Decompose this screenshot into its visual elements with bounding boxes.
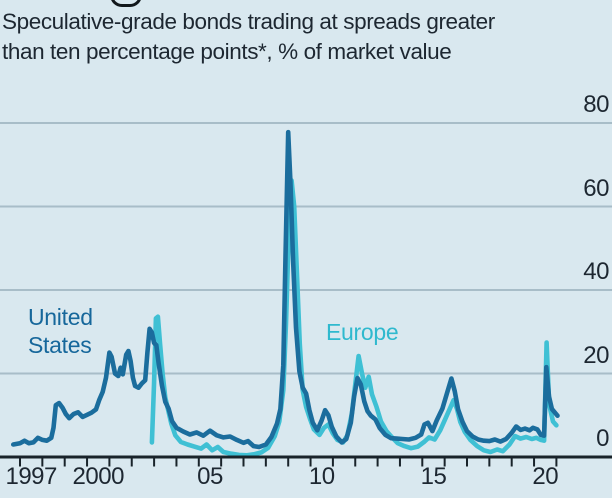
series-line-united-states bbox=[11, 129, 560, 450]
chart-subtitle-line1: Speculative-grade bonds trading at sprea… bbox=[2, 9, 495, 34]
chart-subtitle: Speculative-grade bonds trading at sprea… bbox=[2, 7, 495, 67]
chart-subtitle-line2: than ten percentage points*, % of market… bbox=[2, 39, 452, 64]
